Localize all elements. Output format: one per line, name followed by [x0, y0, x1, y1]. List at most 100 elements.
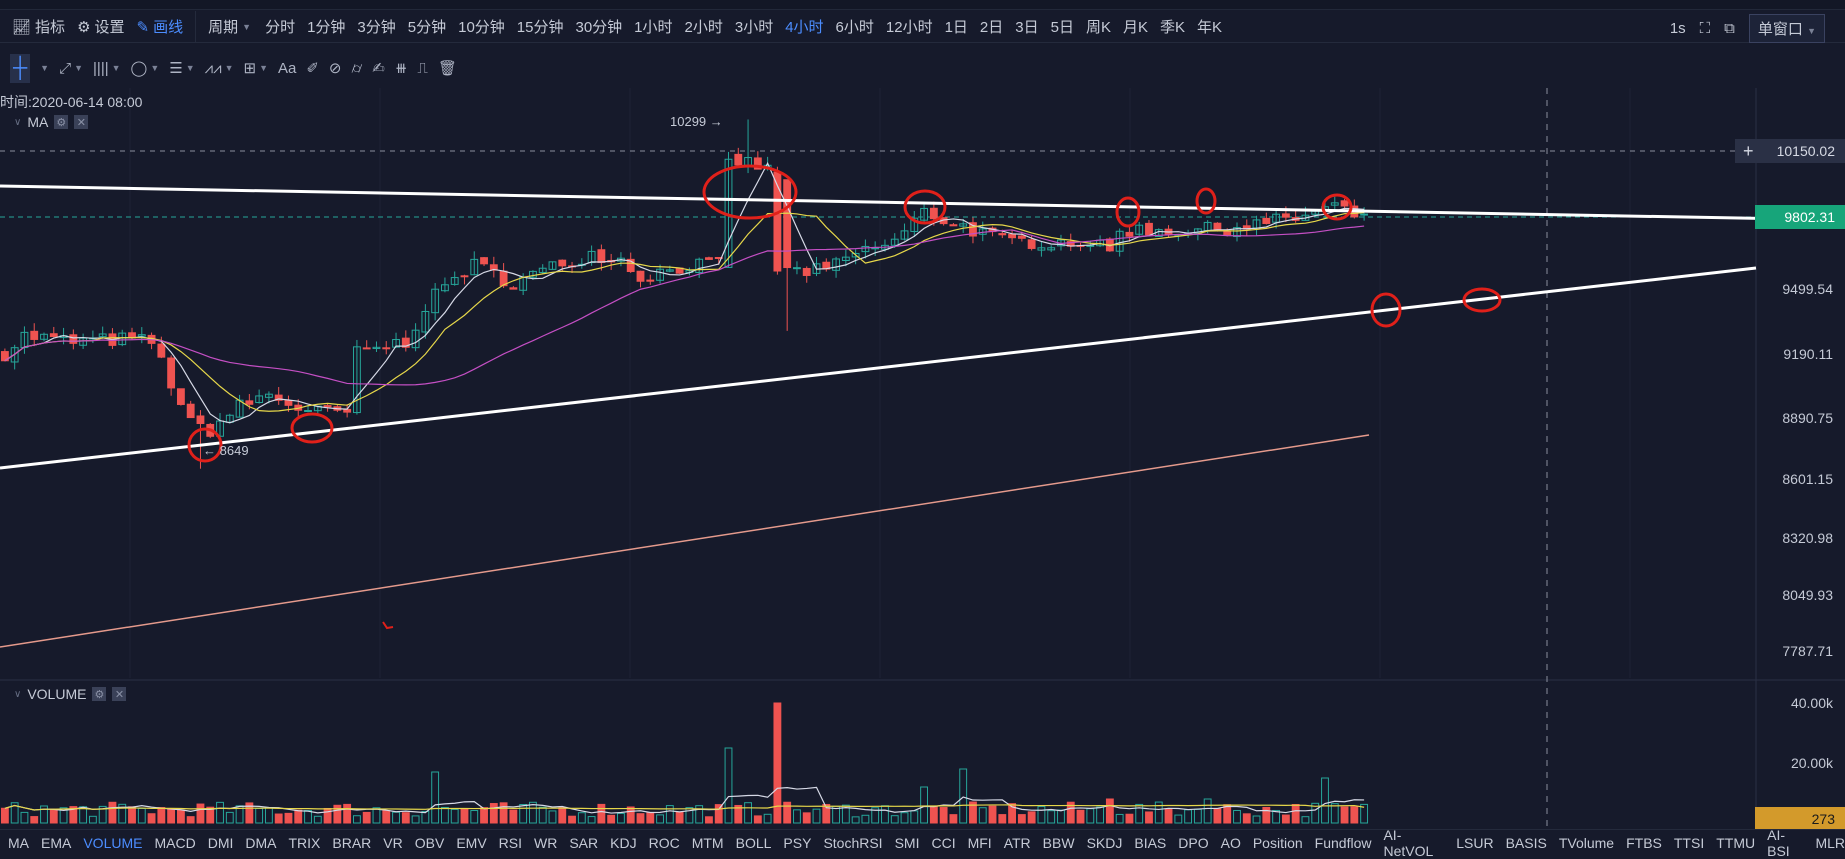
crosshair-tool[interactable]: ┼: [10, 53, 31, 83]
indicator-label: 指标: [35, 19, 66, 36]
period-14[interactable]: 2日: [979, 19, 1004, 36]
period-3[interactable]: 5分钟: [407, 19, 447, 36]
refresh-interval[interactable]: 1s: [1669, 20, 1686, 37]
indicator-tab[interactable]: FTBS: [1626, 834, 1662, 851]
indicator-tab[interactable]: EMV: [456, 834, 487, 851]
window-mode-dropdown[interactable]: 单窗口 ▼: [1748, 14, 1825, 43]
indicator-tab[interactable]: LSUR: [1456, 834, 1494, 851]
indicator-tab[interactable]: TTMU: [1716, 834, 1756, 851]
period-8[interactable]: 2小时: [684, 19, 723, 36]
indicator-tab[interactable]: DMA: [245, 834, 277, 851]
indicator-tab[interactable]: TRIX: [288, 834, 321, 851]
indicator-tab[interactable]: VOLUME: [83, 834, 143, 851]
period-1[interactable]: 1分钟: [307, 19, 346, 36]
volume-bar: [431, 771, 440, 824]
period-9[interactable]: 3小时: [734, 19, 774, 36]
indicator-tab[interactable]: ATR: [1003, 834, 1031, 851]
close-icon[interactable]: ✕: [112, 687, 127, 701]
indicator-tab[interactable]: OBV: [414, 834, 445, 851]
indicator-button[interactable]: 📈︎ 指标: [12, 16, 65, 37]
indicator-tab[interactable]: TTSI: [1673, 834, 1705, 851]
indicator-tab[interactable]: RSI: [498, 834, 523, 851]
pattern-tool[interactable]: ⩘⩘ ▼: [205, 60, 234, 77]
magnet-icon[interactable]: ⊘: [328, 60, 342, 77]
indicator-tab[interactable]: AI-NetVOL: [1383, 826, 1434, 859]
period-13[interactable]: 1日: [944, 19, 968, 36]
period-dropdown[interactable]: 周期 ▼: [208, 16, 251, 37]
period-18[interactable]: 月K: [1122, 19, 1148, 36]
period-10[interactable]: 4小时: [785, 19, 824, 36]
indicator-tab[interactable]: BOLL: [735, 834, 772, 851]
lock-icon[interactable]: ⎍: [417, 59, 428, 77]
volume-bar: [441, 806, 449, 824]
indicator-tab[interactable]: StochRSI: [823, 834, 883, 851]
fibonacci-tool[interactable]: ☰ ▼: [169, 59, 194, 77]
indicator-tab[interactable]: DMI: [207, 834, 234, 851]
freehand-icon[interactable]: ✍︎: [372, 60, 385, 77]
volume-bar: [1233, 809, 1241, 824]
period-0[interactable]: 分时: [265, 19, 296, 36]
period-5[interactable]: 15分钟: [516, 19, 564, 36]
new-window-icon[interactable]: ⧉: [1724, 20, 1735, 37]
period-17[interactable]: 周K: [1085, 19, 1111, 36]
price-axis-label: 9499.54: [1782, 280, 1833, 297]
indicator-tab[interactable]: KDJ: [610, 834, 637, 851]
indicator-tab[interactable]: WR: [534, 834, 558, 851]
gear-icon[interactable]: ⚙: [54, 115, 69, 129]
indicator-tab[interactable]: EMA: [41, 834, 72, 851]
indicator-tab[interactable]: CCI: [931, 834, 956, 851]
indicator-tab[interactable]: BASIS: [1505, 834, 1547, 851]
chart-canvas[interactable]: [0, 88, 1845, 829]
indicator-tab[interactable]: MLR: [1815, 834, 1845, 851]
indicator-tab[interactable]: SAR: [569, 834, 599, 851]
fullscreen-icon[interactable]: ⛶: [1699, 20, 1711, 37]
plus-icon[interactable]: +: [1743, 140, 1754, 161]
measure-tool[interactable]: ⊞ ▼: [243, 59, 268, 77]
period-19[interactable]: 季K: [1159, 19, 1185, 36]
indicator-tab[interactable]: DPO: [1178, 834, 1209, 851]
shape-tool[interactable]: ◯ ▼: [131, 59, 160, 77]
period-15[interactable]: 3日: [1015, 19, 1039, 36]
period-7[interactable]: 1小时: [634, 19, 673, 36]
indicator-tab[interactable]: BBW: [1042, 834, 1075, 851]
indicator-tab[interactable]: AI-BSI: [1767, 826, 1790, 859]
line-tool[interactable]: ⤢ ▼: [59, 60, 83, 77]
ruler-icon[interactable]: ⌭: [351, 59, 363, 77]
indicator-tab[interactable]: Position: [1252, 834, 1303, 851]
period-2[interactable]: 3分钟: [357, 19, 396, 36]
period-12[interactable]: 12小时: [885, 19, 933, 36]
settings-button[interactable]: ⚙︎ 设置: [77, 16, 124, 37]
gear-icon[interactable]: ⚙: [92, 687, 107, 701]
close-icon[interactable]: ✕: [74, 115, 89, 129]
price-range-icon[interactable]: ⧻: [394, 60, 408, 77]
period-11[interactable]: 6小时: [835, 19, 874, 36]
collapse-icon[interactable]: ∨: [14, 688, 22, 700]
trash-icon[interactable]: 🗑︎: [437, 60, 457, 77]
indicator-tab[interactable]: TVolume: [1558, 834, 1615, 851]
indicator-tab[interactable]: VR: [383, 834, 403, 851]
indicator-tab[interactable]: BIAS: [1134, 834, 1167, 851]
indicator-tab[interactable]: MTM: [691, 834, 724, 851]
indicator-tab[interactable]: MA: [8, 834, 29, 851]
indicator-tab[interactable]: MACD: [154, 834, 196, 851]
draw-button[interactable]: ✎ 画线: [137, 16, 184, 37]
indicator-tab[interactable]: Fundflow: [1314, 834, 1372, 851]
indicator-tab[interactable]: BRAR: [332, 834, 372, 851]
brush-icon[interactable]: ✐: [306, 60, 319, 77]
text-tool[interactable]: Aa: [277, 59, 297, 77]
period-16[interactable]: 5日: [1050, 19, 1074, 36]
period-20[interactable]: 年K: [1197, 19, 1223, 36]
collapse-icon[interactable]: ∨: [14, 116, 22, 128]
indicator-tab[interactable]: AO: [1220, 834, 1241, 851]
indicator-tab[interactable]: SMI: [894, 834, 920, 851]
period-4[interactable]: 10分钟: [458, 19, 505, 36]
candle-body: [734, 153, 743, 166]
indicator-tab[interactable]: SKDJ: [1086, 834, 1123, 851]
indicator-tab[interactable]: PSY: [783, 834, 812, 851]
indicator-tab[interactable]: ROC: [648, 834, 680, 851]
caret-down-icon[interactable]: ▼: [40, 63, 50, 73]
period-6[interactable]: 30分钟: [575, 19, 623, 36]
indicator-tab[interactable]: MFI: [967, 834, 992, 851]
vertical-lines-tool[interactable]: |||| ▼: [93, 60, 121, 77]
volume-bar: [656, 814, 664, 824]
